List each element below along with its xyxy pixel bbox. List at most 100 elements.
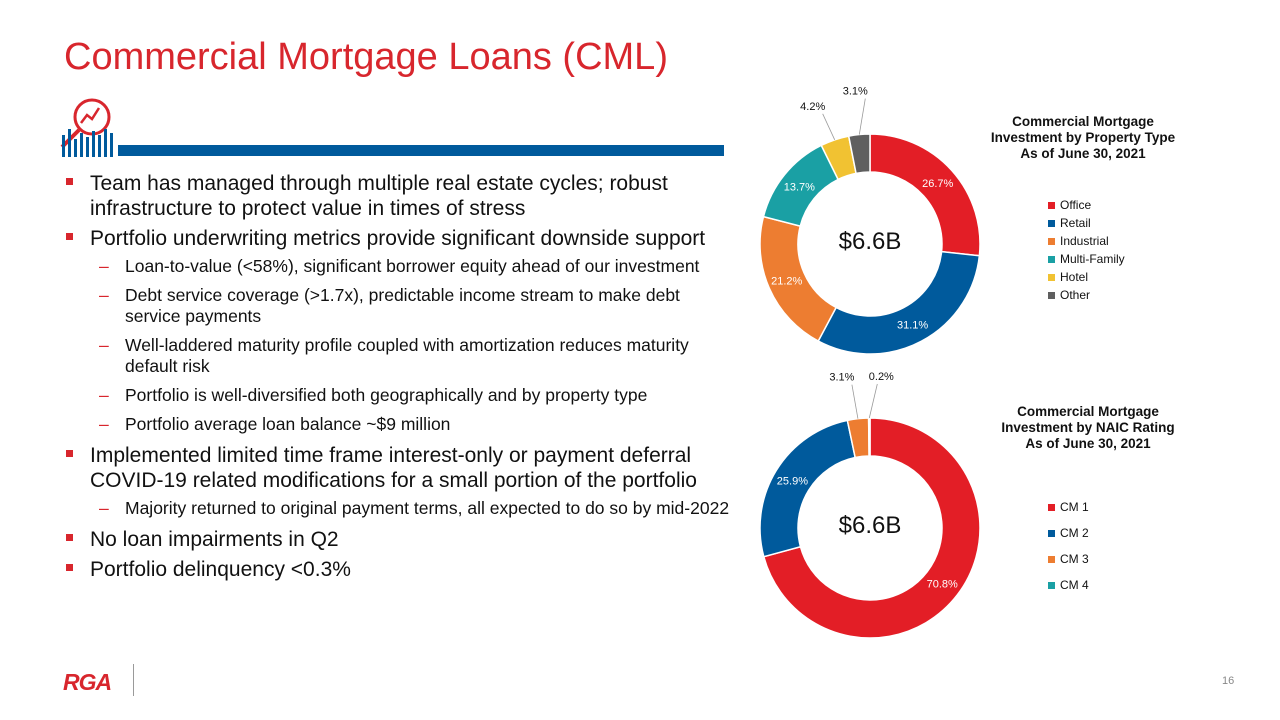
dash-marker: – bbox=[99, 414, 109, 434]
analytics-magnifier-icon bbox=[60, 98, 113, 157]
chart-title-line: Investment by NAIC Rating bbox=[1001, 420, 1175, 435]
bullet-marker bbox=[66, 450, 73, 457]
legend-label: Other bbox=[1060, 288, 1091, 302]
bullet-item: Portfolio delinquency <0.3% bbox=[66, 557, 734, 582]
bullet-item: Team has managed through multiple real e… bbox=[66, 171, 734, 221]
legend-item: CM 4 bbox=[1048, 572, 1089, 598]
header-rule bbox=[118, 145, 724, 156]
legend-item: Hotel bbox=[1048, 268, 1125, 286]
footer-divider bbox=[133, 664, 134, 696]
bullet-marker bbox=[66, 564, 73, 571]
bullet-text: Debt service coverage (>1.7x), predictab… bbox=[125, 285, 680, 326]
data-label: 3.1% bbox=[829, 372, 854, 384]
legend-label: Office bbox=[1060, 198, 1092, 212]
data-label: 70.8% bbox=[927, 578, 958, 590]
donut-svg-property-type: 26.7% 31.1% 21.2% 13.7% 4.2% 3.1% bbox=[759, 86, 981, 355]
chart-title-line: As of June 30, 2021 bbox=[1020, 146, 1146, 161]
legend-item: CM 1 bbox=[1048, 494, 1089, 520]
legend-label: Industrial bbox=[1060, 234, 1109, 248]
data-label: 25.9% bbox=[777, 475, 808, 487]
bullet-text: No loan impairments in Q2 bbox=[90, 528, 339, 551]
dash-marker: – bbox=[99, 498, 109, 518]
bullet-item: No loan impairments in Q2 bbox=[66, 527, 734, 552]
legend-item: Other bbox=[1048, 286, 1125, 304]
slice-cm-4 bbox=[867, 417, 871, 457]
bullet-list: Team has managed through multiple real e… bbox=[66, 171, 734, 587]
center-total-property-type: $6.6B bbox=[838, 228, 902, 255]
slice-other bbox=[847, 133, 871, 175]
legend-label: Multi-Family bbox=[1060, 252, 1125, 266]
chart-title-line: As of June 30, 2021 bbox=[1025, 436, 1151, 451]
chart-title-naic-rating: Commercial Mortgage Investment by NAIC R… bbox=[980, 404, 1196, 452]
bullet-text: Portfolio is well-diversified both geogr… bbox=[125, 385, 648, 405]
legend-item: CM 3 bbox=[1048, 546, 1089, 572]
data-label: 26.7% bbox=[922, 178, 953, 190]
sub-bullet-item: – Portfolio average loan balance ~$9 mill… bbox=[66, 414, 734, 435]
legend-swatch bbox=[1048, 273, 1055, 281]
legend-label: CM 2 bbox=[1060, 526, 1089, 540]
legend-label: Retail bbox=[1060, 216, 1091, 230]
legend-naic-rating: CM 1 CM 2 CM 3 CM 4 bbox=[1048, 494, 1089, 598]
bullet-text: Portfolio underwriting metrics provide s… bbox=[90, 227, 706, 250]
data-label: 21.2% bbox=[771, 276, 802, 288]
leader-line bbox=[868, 383, 878, 419]
legend-item: CM 2 bbox=[1048, 520, 1089, 546]
legend-swatch bbox=[1048, 255, 1055, 263]
bullet-item: Implemented limited time frame interest-… bbox=[66, 443, 734, 493]
data-label: 0.2% bbox=[869, 371, 894, 383]
bullet-marker bbox=[66, 534, 73, 541]
bullet-marker bbox=[66, 178, 73, 185]
legend-swatch bbox=[1048, 581, 1055, 589]
sub-bullet-item: – Debt service coverage (>1.7x), predicta… bbox=[66, 285, 734, 327]
legend-item: Multi-Family bbox=[1048, 250, 1125, 268]
legend-item: Retail bbox=[1048, 214, 1125, 232]
page-title: Commercial Mortgage Loans (CML) bbox=[64, 36, 668, 78]
dash-marker: – bbox=[99, 385, 109, 405]
legend-property-type: Office Retail Industrial Multi-Family Hotel O… bbox=[1048, 196, 1125, 304]
page-number: 16 bbox=[1222, 675, 1235, 687]
slice-retail bbox=[817, 250, 981, 355]
donut-chart-property-type: 26.7% 31.1% 21.2% 13.7% 4.2% 3.1% $6.6B Comme… bbox=[759, 86, 1191, 355]
data-label: 3.1% bbox=[843, 86, 868, 98]
bullet-marker bbox=[66, 233, 73, 240]
sub-bullet-item: – Majority returned to original payment t… bbox=[66, 498, 734, 519]
chart-title-line: Commercial Mortgage bbox=[1017, 404, 1159, 419]
slice-cm-1 bbox=[762, 417, 981, 639]
data-label: 13.7% bbox=[784, 182, 815, 194]
leader-line bbox=[822, 113, 836, 140]
legend-swatch bbox=[1048, 529, 1055, 537]
dash-marker: – bbox=[99, 335, 109, 355]
legend-label: Hotel bbox=[1060, 270, 1089, 284]
legend-swatch bbox=[1048, 237, 1055, 245]
sub-bullet-item: – Well-laddered maturity profile coupled … bbox=[66, 335, 734, 377]
bullet-text: Majority returned to original payment te… bbox=[125, 498, 730, 518]
sub-bullet-item: – Portfolio is well-diversified both geog… bbox=[66, 385, 734, 406]
dash-marker: – bbox=[99, 256, 109, 276]
bullet-text: Loan-to-value (<58%), significant borrow… bbox=[125, 256, 700, 276]
bullet-item: Portfolio underwriting metrics provide s… bbox=[66, 226, 734, 251]
bullet-text: Portfolio delinquency <0.3% bbox=[90, 558, 351, 581]
rga-logo: RGA bbox=[63, 669, 112, 695]
legend-swatch bbox=[1048, 219, 1055, 227]
data-label: 4.2% bbox=[800, 101, 825, 113]
chart-title-line: Commercial Mortgage bbox=[1012, 114, 1154, 129]
data-label: 31.1% bbox=[897, 319, 928, 331]
dash-marker: – bbox=[99, 285, 109, 305]
leader-line bbox=[851, 384, 859, 419]
sub-bullet-item: – Loan-to-value (<58%), significant borro… bbox=[66, 256, 734, 277]
legend-swatch bbox=[1048, 503, 1055, 511]
legend-swatch bbox=[1048, 201, 1055, 209]
center-total-naic-rating: $6.6B bbox=[838, 512, 902, 539]
legend-label: CM 1 bbox=[1060, 500, 1089, 514]
legend-swatch bbox=[1048, 555, 1055, 563]
leader-line bbox=[858, 98, 866, 135]
chart-title-property-type: Commercial Mortgage Investment by Proper… bbox=[975, 114, 1191, 162]
legend-swatch bbox=[1048, 291, 1055, 299]
bullet-text: Portfolio average loan balance ~$9 milli… bbox=[125, 414, 451, 434]
legend-label: CM 3 bbox=[1060, 552, 1089, 566]
chart-title-line: Investment by Property Type bbox=[990, 130, 1176, 145]
legend-label: CM 4 bbox=[1060, 578, 1089, 592]
bullet-text: Team has managed through multiple real e… bbox=[90, 172, 668, 220]
